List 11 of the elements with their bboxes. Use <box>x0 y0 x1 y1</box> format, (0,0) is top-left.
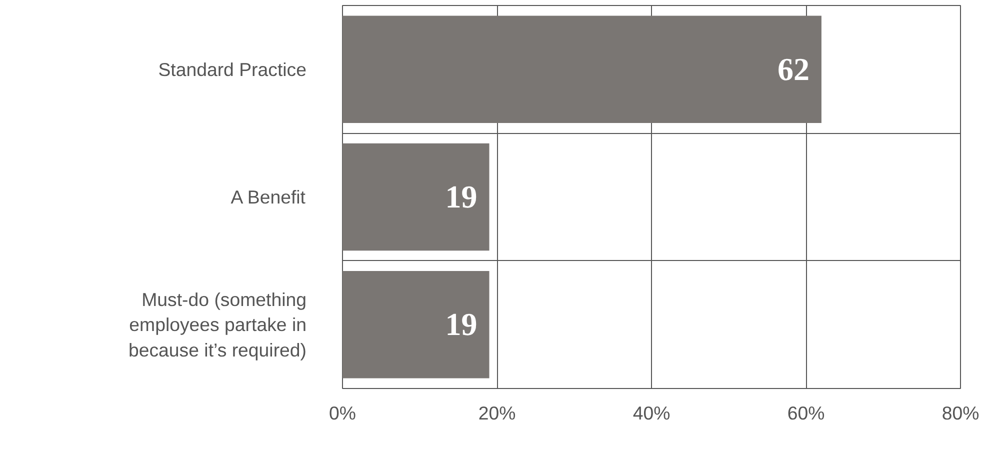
y-tick-label: A Benefit <box>230 186 306 208</box>
y-tick-label: Must-do (something employees partake in because it’s required) <box>128 288 307 360</box>
x-tick-label: 60% <box>787 402 825 424</box>
data-label: 19 <box>445 306 478 342</box>
x-tick-label: 80% <box>942 402 980 424</box>
x-tick-label: 40% <box>632 402 670 424</box>
x-tick-label: 0% <box>329 402 356 424</box>
y-tick-label: Standard Practice <box>158 58 307 80</box>
x-tick-label: 20% <box>478 402 516 424</box>
data-label: 62 <box>777 50 810 87</box>
data-label: 19 <box>445 178 478 214</box>
